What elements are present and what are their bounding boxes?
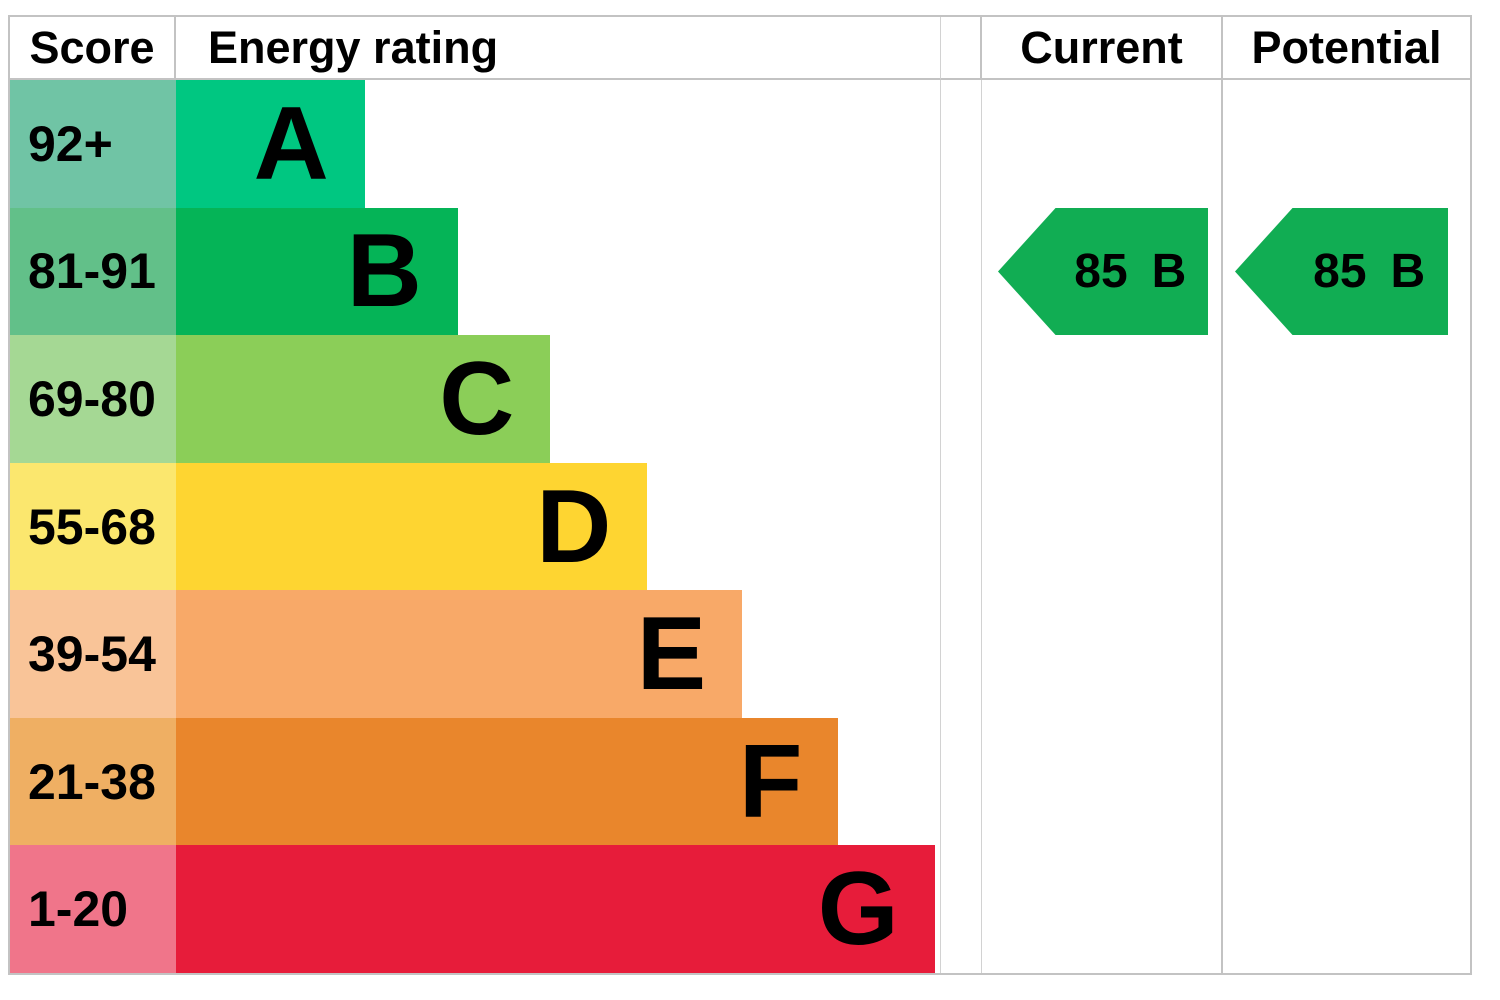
score-range-g: 1-20 bbox=[10, 845, 176, 974]
score-range-a: 92+ bbox=[10, 80, 176, 208]
current-rating-value: 85 bbox=[1074, 245, 1128, 298]
bar-zone-g: G bbox=[176, 845, 940, 974]
current-rating-band: B bbox=[1151, 245, 1187, 298]
current-rating-text: 85 B bbox=[1020, 244, 1187, 299]
rating-bar-d: D bbox=[176, 462, 648, 591]
band-letter-e: E bbox=[636, 596, 707, 713]
header-current: Current bbox=[982, 17, 1223, 80]
bar-zone-d: D bbox=[176, 462, 940, 591]
rating-bar-c: C bbox=[176, 335, 551, 463]
bar-zone-b: B bbox=[176, 207, 940, 336]
bar-zone-a: A bbox=[176, 80, 940, 208]
score-range-b: 81-91 bbox=[10, 207, 176, 336]
bar-zone-c: C bbox=[176, 335, 940, 463]
header-energy-rating: Energy rating bbox=[176, 17, 941, 80]
band-letter-f: F bbox=[738, 723, 803, 840]
band-area: 92+ A 81-91 B 69-80 C 5 bbox=[10, 80, 941, 974]
score-range-e: 39-54 bbox=[10, 590, 176, 718]
potential-rating-band: B bbox=[1390, 245, 1426, 298]
rating-bar-b: B bbox=[176, 207, 458, 336]
header-spacer bbox=[941, 17, 982, 80]
band-letter-b: B bbox=[346, 213, 422, 330]
column-spacer bbox=[940, 80, 982, 973]
rating-bar-e: E bbox=[176, 590, 743, 718]
band-letter-d: D bbox=[536, 468, 612, 585]
bar-zone-e: E bbox=[176, 590, 940, 718]
potential-column: 85 B bbox=[1223, 80, 1470, 973]
score-range-d: 55-68 bbox=[10, 462, 176, 591]
current-column: 85 B bbox=[982, 80, 1223, 973]
score-range-f: 21-38 bbox=[10, 717, 176, 846]
header-score: Score bbox=[10, 17, 176, 80]
band-row-d: 55-68 D bbox=[10, 462, 940, 591]
score-range-c: 69-80 bbox=[10, 335, 176, 463]
band-letter-a: A bbox=[253, 85, 329, 202]
band-row-g: 1-20 G bbox=[10, 845, 940, 974]
potential-rating-arrow: 85 B bbox=[1235, 208, 1448, 335]
band-row-e: 39-54 E bbox=[10, 590, 940, 718]
band-row-a: 92+ A bbox=[10, 80, 940, 208]
rating-bar-a: A bbox=[176, 80, 365, 208]
band-row-b: 81-91 B bbox=[10, 207, 940, 336]
current-rating-arrow: 85 B bbox=[998, 208, 1208, 335]
band-letter-g: G bbox=[817, 851, 899, 968]
rating-bar-f: F bbox=[176, 717, 839, 846]
band-row-f: 21-38 F bbox=[10, 717, 940, 846]
potential-rating-value: 85 bbox=[1313, 245, 1367, 298]
band-row-c: 69-80 C bbox=[10, 335, 940, 463]
epc-rating-table: Score Energy rating Current Potential 92… bbox=[8, 15, 1472, 975]
potential-rating-text: 85 B bbox=[1258, 244, 1425, 299]
bar-zone-f: F bbox=[176, 717, 940, 846]
rating-bar-g: G bbox=[176, 845, 935, 974]
band-letter-c: C bbox=[439, 340, 515, 457]
header-potential: Potential bbox=[1223, 17, 1470, 80]
